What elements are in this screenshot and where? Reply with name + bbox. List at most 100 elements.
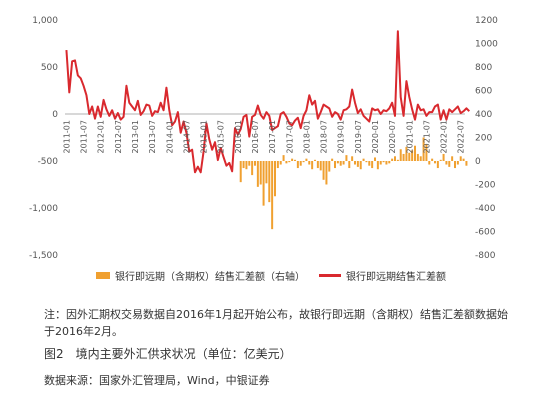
bar	[262, 161, 265, 206]
right-tick-label: 200	[475, 134, 492, 144]
bar	[396, 159, 399, 161]
right-tick-label: -400	[475, 204, 496, 214]
bar	[308, 161, 311, 165]
bar	[328, 161, 331, 172]
right-y-axis: 1200 1000 800 600 400 200 0 -200 -400 -600 -800	[475, 16, 498, 261]
bar	[265, 161, 268, 184]
line-path	[65, 30, 470, 174]
bar	[385, 161, 388, 165]
bar	[459, 156, 462, 161]
right-tick-label: -200	[475, 181, 496, 191]
bar	[371, 161, 374, 169]
bar	[311, 161, 314, 170]
x-tick-label: 2021-01	[405, 120, 414, 153]
bar	[351, 156, 354, 161]
bar	[314, 159, 316, 161]
bar	[428, 161, 431, 165]
legend-swatch-line	[319, 274, 341, 277]
bar	[436, 161, 439, 169]
bar	[454, 161, 456, 169]
bar	[405, 146, 408, 161]
bar	[414, 145, 416, 161]
bar	[331, 158, 334, 161]
bar	[339, 161, 342, 166]
x-tick-label: 2011-07	[80, 120, 89, 153]
right-tick-label: 1000	[475, 40, 498, 50]
bar	[248, 161, 251, 166]
x-tick-label: 2017-01	[268, 120, 277, 153]
x-tick-label: 2014-07	[182, 120, 191, 153]
bar	[374, 157, 376, 161]
bar	[451, 156, 454, 161]
bar	[388, 161, 391, 164]
bar	[282, 155, 285, 161]
bar	[448, 161, 451, 167]
bar	[368, 161, 371, 166]
x-tick-label: 2018-07	[320, 120, 329, 153]
bar	[431, 158, 434, 161]
bar	[445, 161, 448, 165]
bar	[294, 159, 296, 161]
bar	[402, 153, 405, 161]
x-tick-label: 2018-01	[302, 120, 311, 153]
figure-caption: 图2 境内主要外汇供求状况（单位：亿美元）	[44, 347, 292, 361]
bar	[302, 161, 305, 163]
bar	[365, 161, 368, 163]
x-tick-label: 2016-07	[251, 120, 260, 153]
bar	[251, 161, 254, 176]
bar	[362, 158, 365, 161]
x-tick-label: 2012-07	[114, 120, 123, 153]
bar	[379, 161, 382, 165]
bar	[462, 158, 465, 161]
bar	[359, 161, 362, 170]
x-tick-label: 2016-01	[234, 120, 243, 153]
bar	[279, 161, 282, 165]
bar	[348, 161, 351, 169]
left-tick-label: 0	[52, 110, 58, 120]
line-series	[65, 30, 470, 174]
bar	[411, 150, 414, 161]
bar	[334, 161, 336, 169]
x-tick-label: 2021-07	[422, 120, 431, 153]
left-y-axis: 1,000 500 0 -500 -1,000 -1,500	[29, 16, 58, 261]
bar	[425, 144, 428, 161]
left-tick-label: -1,000	[29, 204, 58, 214]
bar	[399, 149, 402, 161]
x-tick-label: 2015-07	[217, 120, 226, 153]
x-tick-label: 2019-01	[337, 120, 346, 153]
bar	[259, 161, 262, 185]
bar	[442, 153, 445, 161]
bar	[245, 161, 248, 170]
bar	[285, 161, 288, 164]
bar	[356, 161, 359, 167]
legend-item-bar: 银行即远期（含期权）结售汇差额（右轴）	[96, 268, 305, 283]
bar	[416, 153, 419, 161]
bar	[256, 161, 259, 187]
bar	[422, 137, 425, 161]
legend-label-bar: 银行即远期（含期权）结售汇差额（右轴）	[115, 272, 305, 283]
x-tick-label: 2011-01	[62, 120, 71, 153]
bar	[434, 161, 436, 164]
right-tick-label: 0	[475, 157, 481, 167]
bar	[268, 161, 271, 203]
x-tick-label: 2020-01	[371, 120, 380, 153]
bar	[345, 155, 348, 161]
right-tick-label: 1200	[475, 16, 498, 26]
bar	[322, 161, 325, 180]
bar	[325, 161, 328, 185]
right-tick-label: -600	[475, 228, 496, 238]
x-tick-label: 2022-01	[440, 120, 449, 153]
legend-swatch-bar	[96, 272, 110, 279]
left-tick-label: 500	[41, 63, 58, 73]
bar	[419, 156, 422, 161]
x-tick-label: 2017-07	[285, 120, 294, 153]
bar	[242, 161, 245, 169]
x-tick-label: 2012-01	[97, 120, 106, 153]
left-tick-label: 1,000	[32, 16, 58, 26]
bar-series	[239, 137, 468, 230]
bar	[254, 161, 256, 166]
bar	[354, 161, 356, 165]
bar	[271, 161, 274, 230]
x-tick-label: 2013-01	[131, 120, 140, 153]
legend-label-line: 银行即远期结售汇差额	[346, 272, 446, 283]
